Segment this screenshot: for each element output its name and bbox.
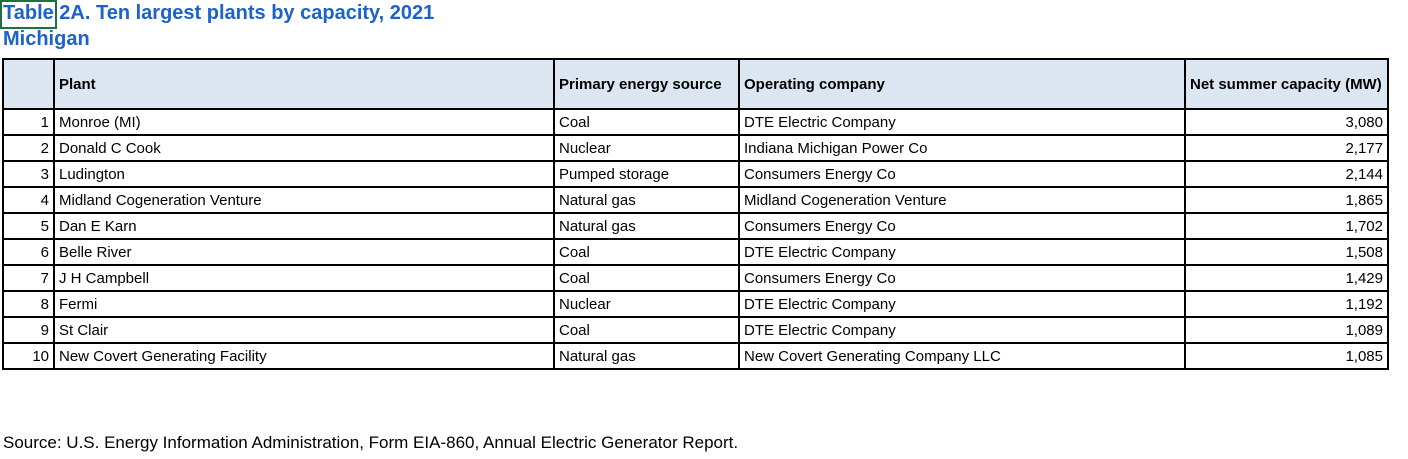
- cell-plant: St Clair: [53, 316, 555, 344]
- cell-rank: 2: [2, 134, 55, 162]
- cell-net-summer-capacity: 2,177: [1184, 134, 1389, 162]
- cell-primary-energy-source: Natural gas: [553, 212, 740, 240]
- cell-net-summer-capacity: 3,080: [1184, 108, 1389, 136]
- table-body: 1 Monroe (MI) Coal DTE Electric Company 3,08…: [2, 108, 1389, 370]
- cell-plant: Fermi: [53, 290, 555, 318]
- cell-operating-company: DTE Electric Company: [738, 238, 1186, 266]
- cell-rank: 10: [2, 342, 55, 370]
- cell-rank: 7: [2, 264, 55, 292]
- plants-table: Plant Primary energy source Operating co…: [2, 58, 1389, 370]
- cell-net-summer-capacity: 1,085: [1184, 342, 1389, 370]
- header-primary-energy-source: Primary energy source: [553, 58, 740, 110]
- cell-net-summer-capacity: 1,865: [1184, 186, 1389, 214]
- table-row: 6 Belle River Coal DTE Electric Company 1,50…: [2, 238, 1389, 266]
- cell-primary-energy-source: Coal: [553, 264, 740, 292]
- cell-net-summer-capacity: 1,429: [1184, 264, 1389, 292]
- cell-plant: Midland Cogeneration Venture: [53, 186, 555, 214]
- cell-rank: 1: [2, 108, 55, 136]
- header-rank: [2, 58, 55, 110]
- cell-rank: 3: [2, 160, 55, 188]
- table-row: 5 Dan E Karn Natural gas Consumers Energy C…: [2, 212, 1389, 240]
- cell-plant: New Covert Generating Facility: [53, 342, 555, 370]
- cell-plant: Ludington: [53, 160, 555, 188]
- cell-primary-energy-source: Coal: [553, 316, 740, 344]
- cell-plant: Monroe (MI): [53, 108, 555, 136]
- cell-operating-company: New Covert Generating Company LLC: [738, 342, 1186, 370]
- header-row: Plant Primary energy source Operating co…: [2, 58, 1389, 110]
- state-subtitle: Michigan: [3, 28, 90, 50]
- source-note: Source: U.S. Energy Information Administ…: [3, 433, 739, 452]
- cell-plant: J H Campbell: [53, 264, 555, 292]
- cell-net-summer-capacity: 2,144: [1184, 160, 1389, 188]
- cell-rank: 6: [2, 238, 55, 266]
- table-row: 8 Fermi Nuclear DTE Electric Company 1,192: [2, 290, 1389, 318]
- cell-net-summer-capacity: 1,192: [1184, 290, 1389, 318]
- header-operating-company: Operating company: [738, 58, 1186, 110]
- cell-operating-company: Consumers Energy Co: [738, 160, 1186, 188]
- cell-net-summer-capacity: 1,702: [1184, 212, 1389, 240]
- cell-operating-company: Consumers Energy Co: [738, 212, 1186, 240]
- cell-primary-energy-source: Nuclear: [553, 290, 740, 318]
- cell-rank: 4: [2, 186, 55, 214]
- cell-primary-energy-source: Natural gas: [553, 342, 740, 370]
- cell-operating-company: Midland Cogeneration Venture: [738, 186, 1186, 214]
- table-row: 1 Monroe (MI) Coal DTE Electric Company 3,08…: [2, 108, 1389, 136]
- header-plant: Plant: [53, 58, 555, 110]
- cell-plant: Donald C Cook: [53, 134, 555, 162]
- title-block: Table 2A. Ten largest plants by capacity…: [3, 0, 434, 52]
- cell-primary-energy-source: Coal: [553, 238, 740, 266]
- header-net-summer-capacity: Net summer capacity (MW): [1184, 58, 1389, 110]
- cell-rank: 5: [2, 212, 55, 240]
- cell-operating-company: DTE Electric Company: [738, 316, 1186, 344]
- cell-operating-company: DTE Electric Company: [738, 290, 1186, 318]
- cell-net-summer-capacity: 1,508: [1184, 238, 1389, 266]
- cell-plant: Dan E Karn: [53, 212, 555, 240]
- cell-rank: 9: [2, 316, 55, 344]
- table-row: 9 St Clair Coal DTE Electric Company 1,089: [2, 316, 1389, 344]
- cell-primary-energy-source: Pumped storage: [553, 160, 740, 188]
- table-row: 2 Donald C Cook Nuclear Indiana Michigan Po…: [2, 134, 1389, 162]
- cell-operating-company: Indiana Michigan Power Co: [738, 134, 1186, 162]
- cell-primary-energy-source: Nuclear: [553, 134, 740, 162]
- page-title: Table 2A. Ten largest plants by capacity…: [3, 2, 435, 24]
- table-row: 4 Midland Cogeneration Venture Natural gas…: [2, 186, 1389, 214]
- cell-plant: Belle River: [53, 238, 555, 266]
- cell-operating-company: Consumers Energy Co: [738, 264, 1186, 292]
- cell-rank: 8: [2, 290, 55, 318]
- table-row: 3 Ludington Pumped storage Consumers Energy…: [2, 160, 1389, 188]
- cell-primary-energy-source: Coal: [553, 108, 740, 136]
- table-row: 10 New Covert Generating Facility Natural …: [2, 342, 1389, 370]
- cell-primary-energy-source: Natural gas: [553, 186, 740, 214]
- cell-operating-company: DTE Electric Company: [738, 108, 1186, 136]
- cell-net-summer-capacity: 1,089: [1184, 316, 1389, 344]
